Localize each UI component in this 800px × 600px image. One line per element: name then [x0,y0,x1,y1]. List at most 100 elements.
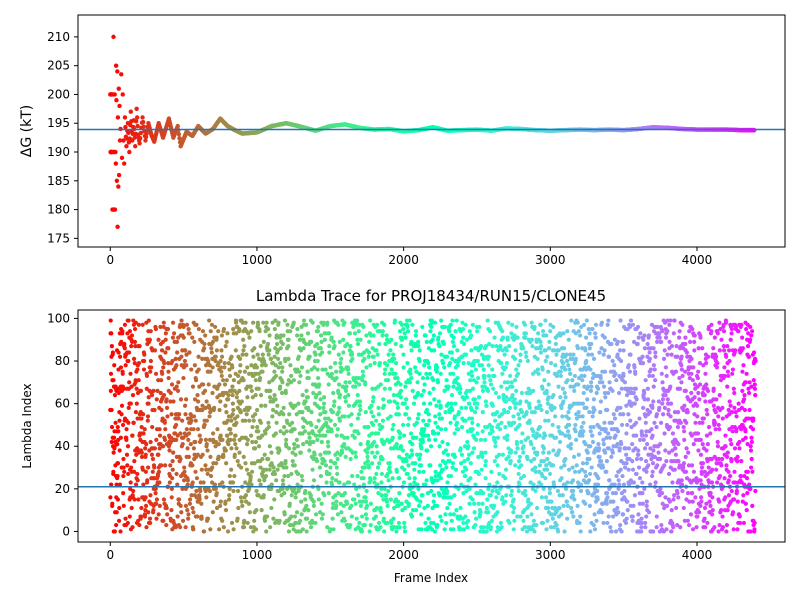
lambda-point [304,503,309,508]
lambda-point [125,463,130,468]
lambda-point [232,473,237,479]
lambda-point [636,465,642,470]
lambda-point [146,395,151,400]
lambda-point [111,450,116,455]
lambda-point [205,471,210,477]
lambda-point [535,450,540,455]
lambda-point [141,367,147,372]
lambda-point [635,324,641,330]
lambda-point [141,412,146,417]
lambda-point [403,335,408,340]
lambda-point [242,369,248,374]
lambda-point [663,495,668,500]
lambda-point [232,437,237,442]
lambda-point [469,416,475,421]
lambda-point [547,471,553,477]
lambda-point [190,463,195,468]
lambda-point [148,520,153,526]
lambda-point [157,503,162,508]
lambda-point [553,341,558,347]
lambda-point [595,482,601,487]
lambda-point [660,401,665,406]
lambda-point [119,412,124,417]
lambda-point [384,333,389,338]
delta-g-y-axis-label: ΔG (kT) [19,105,35,157]
lambda-point [470,373,475,379]
lambda-point [604,435,609,440]
lambda-point [230,384,235,389]
delta-g-point [115,69,120,74]
lambda-point [654,424,659,430]
lambda-point [248,473,253,479]
lambda-point [552,405,557,410]
delta-g-point [177,135,182,141]
lambda-point [135,471,140,477]
lambda-point [146,465,151,470]
lambda-point [157,427,162,432]
lambda-point [521,450,526,455]
lambda-point [229,418,234,423]
lambda-point [378,505,383,511]
lambda-point [111,435,117,440]
lambda-point [483,476,488,481]
lambda-point [317,382,322,387]
lambda-point [173,525,178,530]
lambda-point [203,437,209,442]
lambda-point [225,418,230,423]
lambda-point [396,412,401,417]
lambda-point [431,499,436,504]
lambda-point [500,371,505,376]
lambda-point [245,437,250,442]
lambda-point [154,437,159,442]
lambda-point [347,331,353,336]
lambda-point [156,469,162,474]
lambda-point [165,414,170,419]
delta-g-point [120,92,125,97]
lambda-point [514,388,519,393]
lambda-point [151,388,156,393]
lambda-point [356,412,362,417]
lambda-point [201,382,206,387]
lambda-point [621,412,626,417]
lambda-point [146,401,151,406]
lambda-point [389,367,394,372]
lambda-point [370,386,375,391]
lambda-point [308,439,313,445]
lambda-point [261,339,266,344]
lambda-point [566,363,571,368]
lambda-point [503,399,508,404]
lambda-point [213,358,218,364]
lambda-point [299,473,304,479]
lambda-point [516,488,521,494]
lambda-point [549,499,554,504]
lambda-point [139,505,144,511]
lambda-point [438,476,443,481]
lambda-point [163,350,168,355]
lambda-point [231,407,236,413]
lambda-point [490,367,495,372]
lambda-point [426,412,431,417]
lambda-point [129,384,134,389]
lambda-point [563,456,568,462]
lambda-point [238,363,243,368]
lambda-point [478,344,484,349]
lambda-point [255,424,260,430]
lambda-point [560,361,566,366]
lambda-point [418,463,424,468]
lambda-point [463,322,468,327]
lambda-point [374,348,379,353]
lambda-point [490,403,495,408]
lambda-trace-title: Lambda Trace for PROJ18434/RUN15/CLONE45 [256,287,606,305]
lambda-point [273,363,278,368]
lambda-point [309,339,314,344]
lambda-point [586,326,591,332]
lambda-point [607,380,612,385]
lambda-point [534,522,539,528]
lambda-point [186,326,191,332]
lambda-point [550,516,555,521]
lambda-point [243,461,248,466]
lambda-point [515,514,520,519]
lambda-point [421,418,426,423]
lambda-point [225,529,231,534]
lambda-point [632,401,637,406]
